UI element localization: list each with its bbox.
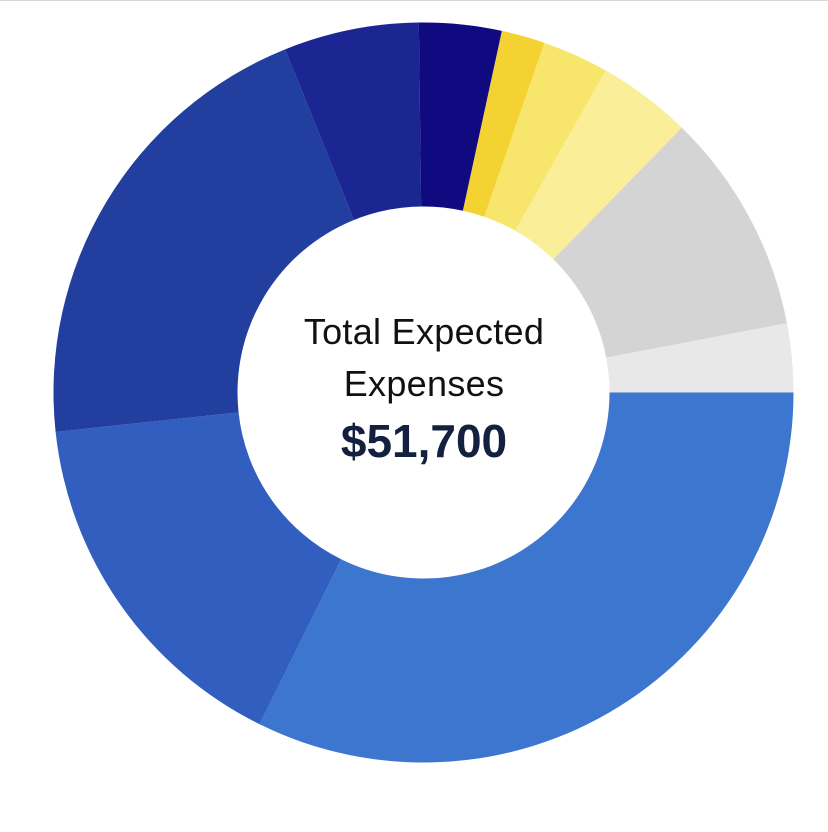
donut-slice-10 bbox=[606, 323, 794, 393]
donut-slice-2 bbox=[55, 412, 342, 725]
donut-slice-4 bbox=[285, 22, 422, 220]
center-title: Total Expected Expenses bbox=[303, 311, 545, 404]
donut-slice-1 bbox=[259, 392, 794, 763]
donut-slice-8 bbox=[515, 70, 682, 260]
donut-slice-5 bbox=[418, 22, 502, 211]
donut-slice-9 bbox=[553, 127, 787, 358]
donut-slice-3 bbox=[53, 49, 354, 432]
donut-slice-6 bbox=[462, 30, 545, 217]
donut-center-label: Total Expected Expenses $51,700 bbox=[239, 306, 609, 470]
donut-slice-7 bbox=[484, 42, 606, 231]
center-total-value: $51,700 bbox=[340, 415, 508, 467]
